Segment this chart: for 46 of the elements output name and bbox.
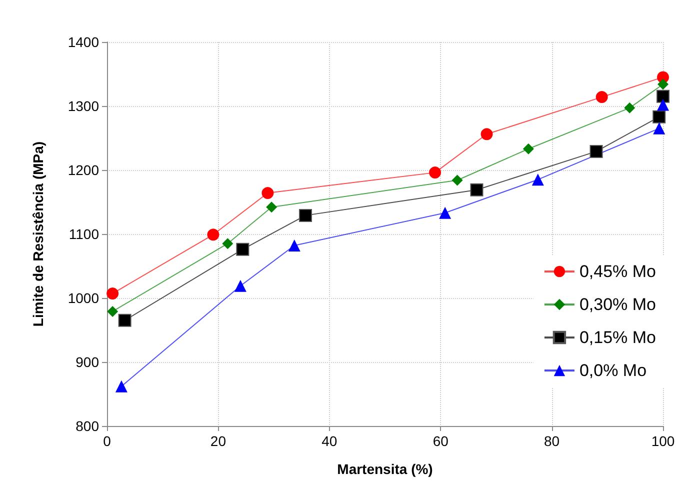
point — [207, 228, 220, 241]
point — [590, 144, 603, 158]
y-tick-label: 1000 — [68, 290, 100, 306]
y-axis-title: Limite de Resistência (MPa) — [30, 141, 46, 327]
point — [118, 314, 132, 327]
y-tick-label: 1100 — [68, 226, 100, 242]
point — [656, 90, 670, 103]
point — [532, 174, 544, 186]
point — [222, 238, 234, 250]
point — [429, 166, 442, 179]
x-tick-label: 20 — [210, 433, 226, 449]
point — [234, 280, 246, 292]
point — [480, 128, 493, 140]
legend-label: 0,0% Mo — [579, 361, 647, 380]
point — [658, 78, 668, 90]
point — [298, 208, 312, 222]
legend-label: 0,30% Mo — [579, 295, 656, 314]
y-tick-label: 1300 — [68, 98, 100, 114]
x-axis-title: Martensita (%) — [337, 461, 433, 477]
x-tick-label: 60 — [432, 433, 449, 449]
x-tick-label: 80 — [544, 433, 560, 449]
x-tick-label: 100 — [651, 433, 675, 449]
point — [652, 110, 666, 124]
y-tick-label: 1400 — [68, 34, 100, 50]
point — [452, 174, 463, 186]
point — [266, 202, 278, 213]
point — [439, 206, 452, 219]
point — [115, 380, 128, 392]
y-tick-label: 900 — [76, 354, 100, 370]
point — [106, 288, 119, 300]
point — [653, 122, 666, 134]
legend-label: 0,15% Mo — [579, 328, 656, 347]
y-tick-label: 800 — [76, 418, 100, 434]
point — [657, 98, 669, 111]
point — [522, 143, 534, 154]
point — [470, 183, 484, 196]
x-tick-label: 40 — [322, 433, 338, 449]
y-tick-label: 1200 — [68, 162, 100, 178]
point — [236, 242, 250, 256]
point — [262, 187, 274, 200]
legend-label: 0,45% Mo — [579, 262, 656, 281]
point — [288, 240, 300, 252]
point — [596, 91, 608, 104]
point — [624, 102, 636, 114]
point — [107, 306, 118, 317]
x-tick-label: 0 — [103, 433, 112, 449]
